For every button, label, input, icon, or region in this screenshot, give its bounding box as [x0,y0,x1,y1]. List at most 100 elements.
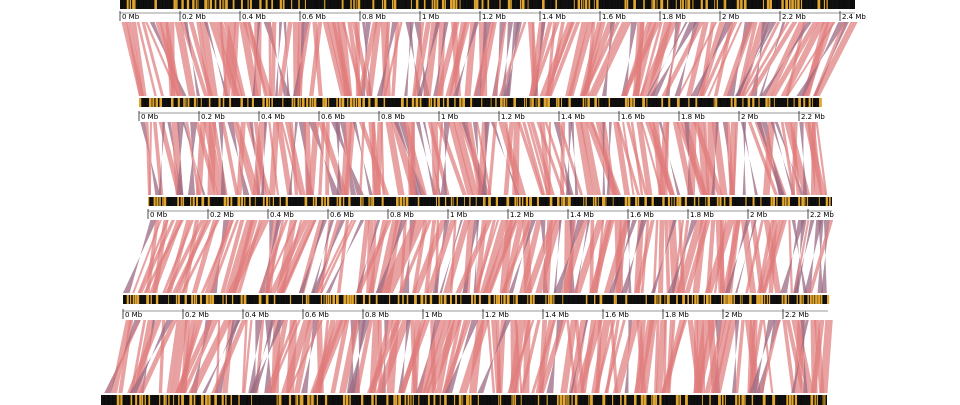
gene [648,197,651,206]
gene [409,0,411,9]
gene [446,0,449,9]
gene [718,395,721,405]
gene [622,395,625,405]
gene [574,295,578,304]
gene [462,295,465,304]
genome-track: 0 Mb 0.2 Mb 0.4 Mb 0.6 Mb 0.8 Mb 1 Mb 1.2 Mb 1.… [122,295,830,319]
gene [104,395,108,405]
synteny-link [252,22,261,96]
gene [311,197,313,206]
gene [787,197,791,206]
synteny-link [780,220,805,293]
gene [256,0,259,9]
gene [518,0,520,9]
gene [542,197,546,206]
gene [342,295,344,304]
gene [312,197,315,206]
gene [368,98,371,107]
gene [529,197,533,206]
synteny-link [735,22,773,96]
synteny-link [810,320,825,393]
gene [412,395,414,405]
gene [509,395,511,405]
gene [745,98,747,107]
synteny-link [398,320,430,393]
gene [707,395,709,405]
synteny-link [375,320,410,393]
gene [547,295,550,304]
synteny-link [560,320,578,393]
gene [657,295,659,304]
gene [721,98,724,107]
gene [767,197,771,206]
synteny-link [791,320,809,393]
gene [113,395,116,405]
synteny-link [269,220,310,293]
gene [256,98,259,107]
gene [794,395,798,405]
gene [180,197,182,206]
gene [382,395,384,405]
gene [733,295,735,304]
gene [370,197,372,206]
gene [436,0,439,9]
gene [779,98,782,107]
gene [612,395,614,405]
gene [139,98,142,107]
gene [295,395,297,405]
synteny-link [531,320,557,393]
synteny-link [661,22,704,96]
gene [283,295,285,304]
gene [477,295,479,304]
gene [766,295,768,304]
gene [296,395,299,405]
gene [391,0,394,9]
gene [249,0,252,9]
gene [568,395,570,405]
gene [408,197,411,206]
gene [559,295,562,304]
gene [335,395,338,405]
gene [794,0,797,9]
synteny-link [207,122,217,195]
gene [144,395,146,405]
gene [851,0,853,9]
gene [154,0,157,9]
gene [444,197,447,206]
gene [762,395,766,405]
gene [353,0,355,9]
gene [272,197,275,206]
gene [141,98,145,107]
synteny-link [199,22,218,96]
gene [473,0,476,9]
gene [640,98,642,107]
gene [492,98,495,107]
gene [198,395,201,405]
gene [707,197,711,206]
gene [202,98,205,107]
gene [268,98,270,107]
gene [193,98,196,107]
gene [825,197,828,206]
gene [557,98,560,107]
gene [535,295,538,304]
gene [423,0,426,9]
gene [816,395,818,405]
gene [617,395,620,405]
gene [326,0,330,9]
gene [274,197,278,206]
gene [309,395,311,405]
gene [578,295,581,304]
synteny-link [268,22,272,96]
synteny-link [383,22,403,96]
synteny-link [185,122,201,195]
gene [243,98,246,107]
synteny-link [503,122,514,195]
gene [485,295,488,304]
gene [464,395,466,405]
synteny-link [130,320,147,393]
gene [439,197,442,206]
gene [601,0,603,9]
gene [270,197,272,206]
gene [771,295,775,304]
